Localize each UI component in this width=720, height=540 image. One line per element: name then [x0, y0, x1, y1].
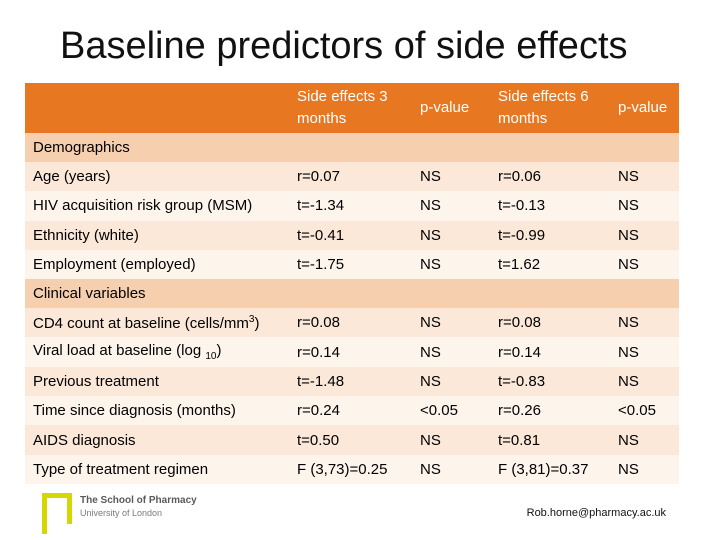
predictor-text: Employment (employed)	[33, 256, 196, 274]
p-value-cell: NS	[610, 366, 679, 397]
predictor-text-end: )	[216, 342, 222, 360]
unit-superscript: 3	[248, 313, 255, 325]
table-row: Employment (employed) t=-1.75 NS t=1.62 NS	[25, 249, 679, 280]
logo-name: The School of Pharmacy	[80, 495, 197, 506]
statistic-cell: r=0.08	[289, 308, 412, 338]
p-value-cell: NS	[610, 308, 679, 338]
predictor-text: Age (years)	[33, 168, 111, 186]
predictor-label: Time since diagnosis (months)	[25, 396, 289, 426]
predictor-text: AIDS diagnosis	[33, 431, 136, 449]
statistic-cell: t=-1.48	[289, 366, 412, 397]
predictor-text: Time since diagnosis (months)	[33, 402, 236, 420]
predictor-text: HIV acquisition risk group (MSM)	[33, 197, 253, 215]
statistic-cell: F (3,81)=0.37	[490, 454, 610, 484]
logo-mark-icon	[42, 493, 72, 534]
p-value-cell: NS	[412, 454, 490, 484]
p-value-cell: NS	[412, 366, 490, 397]
statistic-cell: t=-0.83	[490, 366, 610, 397]
column-header: Side effects 3 months	[289, 83, 412, 133]
table-row: HIV acquisition risk group (MSM) t=-1.34 N…	[25, 191, 679, 221]
column-header: p-value	[412, 83, 490, 133]
statistic-cell: t=0.81	[490, 425, 610, 455]
predictor-label: Type of treatment regimen	[25, 454, 289, 484]
statistic-cell: t=-1.34	[289, 191, 412, 221]
slide-title: Baseline predictors of side effects	[60, 25, 628, 67]
p-value-cell: NS	[610, 191, 679, 221]
unit-subscript: 10	[205, 351, 217, 363]
p-value-cell: NS	[412, 162, 490, 192]
table-row: AIDS diagnosis t=0.50 NS t=0.81 NS	[25, 425, 679, 455]
column-header: p-value	[610, 83, 679, 133]
section-label: Demographics	[25, 133, 679, 162]
section-label: Clinical variables	[25, 279, 679, 309]
table-row: CD4 count at baseline (cells/mm3) r=0.08 N…	[25, 308, 679, 338]
column-header: Side effects 6 months	[490, 83, 610, 133]
table-row: Time since diagnosis (months) r=0.24 <0.05…	[25, 396, 679, 426]
predictor-label: Previous treatment	[25, 366, 289, 397]
statistic-cell: r=0.14	[289, 337, 412, 367]
p-value-cell: NS	[412, 337, 490, 367]
predictor-label: Ethnicity (white)	[25, 220, 289, 250]
predictor-text: Type of treatment regimen	[33, 460, 209, 478]
statistic-cell: t=0.50	[289, 425, 412, 455]
statistic-cell: t=-0.41	[289, 220, 412, 250]
p-value-cell: NS	[610, 454, 679, 484]
statistic-cell: t=1.62	[490, 249, 610, 280]
predictor-label: HIV acquisition risk group (MSM)	[25, 191, 289, 221]
table-row: Type of treatment regimen F (3,73)=0.25 NS…	[25, 454, 679, 484]
predictor-label: Viral load at baseline (log 10)	[25, 337, 289, 367]
statistic-cell: r=0.26	[490, 396, 610, 426]
section-row: Clinical variables	[25, 279, 679, 309]
table-row: Ethnicity (white) t=-0.41 NS t=-0.99 NS	[25, 220, 679, 250]
p-value-cell: NS	[610, 425, 679, 455]
p-value-cell: NS	[412, 249, 490, 280]
statistic-cell: r=0.07	[289, 162, 412, 192]
statistic-cell: r=0.14	[490, 337, 610, 367]
column-header	[25, 83, 289, 133]
statistic-cell: t=-0.13	[490, 191, 610, 221]
statistic-cell: r=0.08	[490, 308, 610, 338]
statistic-cell: t=-1.75	[289, 249, 412, 280]
section-row: Demographics	[25, 133, 679, 162]
p-value-cell: NS	[412, 191, 490, 221]
table-row: Viral load at baseline (log 10) r=0.14 NS r…	[25, 337, 679, 367]
predictor-text-end: )	[254, 314, 260, 332]
predictor-text: CD4 count at baseline (cells/mm	[33, 314, 249, 332]
table-row: Age (years) r=0.07 NS r=0.06 NS	[25, 162, 679, 192]
results-table: Side effects 3 months p-value Side effects…	[25, 83, 679, 484]
predictor-text: Previous treatment	[33, 372, 159, 390]
predictor-label: CD4 count at baseline (cells/mm3)	[25, 308, 289, 338]
p-value-cell: NS	[610, 337, 679, 367]
contact-email: Rob.horne@pharmacy.ac.uk	[526, 507, 666, 519]
school-logo: The School of Pharmacy University of Lon…	[42, 493, 222, 534]
p-value-cell: NS	[610, 162, 679, 192]
statistic-cell: F (3,73)=0.25	[289, 454, 412, 484]
predictor-text: Viral load at baseline (log	[33, 342, 206, 360]
p-value-cell: NS	[610, 249, 679, 280]
predictor-label: AIDS diagnosis	[25, 425, 289, 455]
predictor-text: Ethnicity (white)	[33, 226, 139, 244]
p-value-cell: <0.05	[412, 396, 490, 426]
p-value-cell: NS	[610, 220, 679, 250]
p-value-cell: NS	[412, 220, 490, 250]
predictor-label: Employment (employed)	[25, 249, 289, 280]
table-row: Previous treatment t=-1.48 NS t=-0.83 NS	[25, 366, 679, 397]
statistic-cell: r=0.24	[289, 396, 412, 426]
table-header-row: Side effects 3 months p-value Side effects…	[25, 83, 679, 133]
predictor-label: Age (years)	[25, 162, 289, 192]
p-value-cell: NS	[412, 425, 490, 455]
p-value-cell: NS	[412, 308, 490, 338]
logo-subtitle: University of London	[80, 508, 163, 518]
p-value-cell: <0.05	[610, 396, 679, 426]
statistic-cell: t=-0.99	[490, 220, 610, 250]
statistic-cell: r=0.06	[490, 162, 610, 192]
